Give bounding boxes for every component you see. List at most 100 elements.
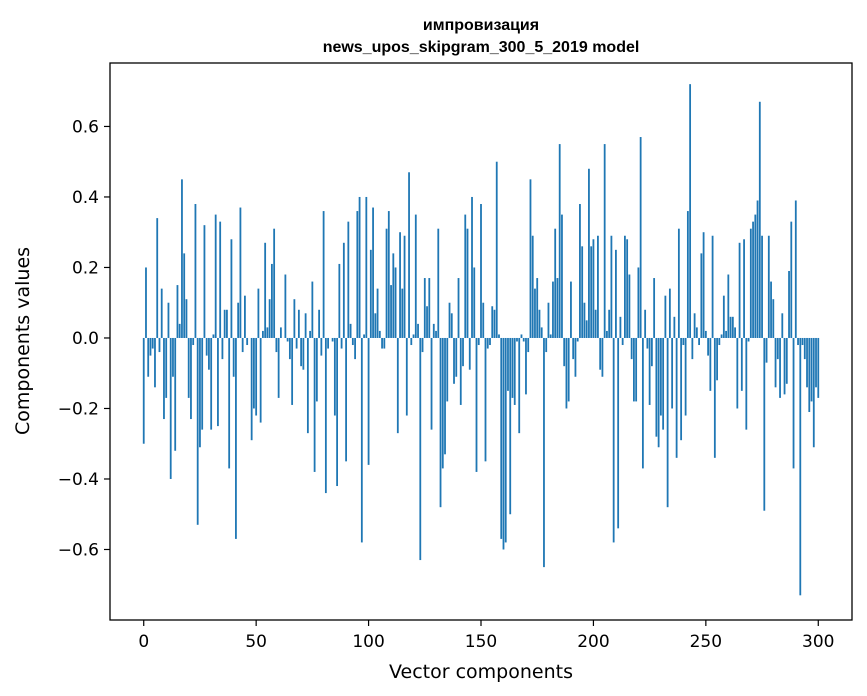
bar — [722, 295, 725, 338]
x-tick-label: 300 — [802, 632, 834, 652]
bar — [659, 337, 662, 416]
bar — [691, 337, 694, 360]
bar — [459, 337, 462, 405]
bar — [273, 228, 276, 338]
bar — [567, 337, 570, 402]
bar — [531, 235, 534, 338]
bar — [579, 204, 581, 338]
bar — [718, 337, 721, 346]
bar — [453, 337, 455, 384]
bar — [785, 337, 788, 384]
bar — [655, 337, 658, 437]
bar — [428, 278, 431, 338]
bar — [677, 228, 680, 338]
bar — [509, 337, 512, 515]
bars-group — [142, 84, 820, 596]
bar — [709, 337, 712, 391]
bar — [576, 337, 579, 342]
bar — [187, 337, 190, 398]
x-tick-label: 50 — [245, 632, 267, 652]
bar — [230, 239, 233, 338]
bar — [203, 225, 206, 338]
bar — [228, 337, 231, 469]
bar — [641, 337, 644, 469]
bar — [749, 228, 752, 338]
bar — [369, 249, 372, 338]
bar — [619, 316, 622, 338]
bar — [527, 337, 530, 353]
bar — [147, 337, 150, 377]
bar — [738, 242, 741, 338]
bar — [255, 337, 258, 416]
bar — [790, 221, 793, 338]
bar — [237, 302, 240, 338]
chart-title: импровизация — [423, 17, 539, 34]
bar — [288, 337, 291, 360]
bar — [145, 267, 147, 338]
bar — [486, 337, 489, 349]
bar — [169, 337, 172, 479]
bar — [547, 302, 550, 338]
bar — [154, 337, 156, 388]
bar — [736, 337, 739, 409]
bar — [226, 309, 228, 338]
bar — [754, 214, 757, 338]
bar — [572, 337, 575, 360]
x-axis-label: Vector components — [389, 661, 573, 683]
bar — [354, 337, 356, 360]
bar — [536, 278, 539, 338]
bar — [783, 337, 786, 395]
bar — [588, 168, 590, 338]
bar — [812, 337, 815, 448]
bar — [324, 337, 327, 494]
bar — [734, 327, 736, 338]
bar — [720, 334, 723, 338]
bar — [758, 101, 761, 338]
bar — [457, 278, 460, 338]
bar — [392, 253, 395, 338]
bar — [489, 337, 491, 346]
bar — [624, 235, 626, 338]
bar — [626, 239, 629, 338]
bar — [639, 137, 642, 338]
bar — [765, 337, 768, 363]
bar — [360, 337, 363, 543]
bar — [291, 337, 294, 405]
bar — [716, 337, 718, 381]
bar — [662, 337, 665, 430]
bar — [421, 337, 424, 353]
bar — [704, 330, 707, 338]
bar — [635, 337, 638, 402]
x-tick-label: 150 — [465, 632, 497, 652]
bar — [376, 288, 379, 338]
bar — [817, 337, 820, 398]
bar — [205, 337, 208, 356]
bar — [403, 235, 406, 338]
bar — [311, 281, 314, 338]
bar — [570, 281, 572, 338]
bar — [444, 337, 446, 455]
bar — [262, 330, 264, 338]
bar — [408, 172, 410, 338]
bar — [599, 337, 602, 370]
bar — [702, 232, 705, 338]
bar — [306, 337, 309, 434]
bar — [356, 211, 359, 338]
bar — [482, 302, 485, 338]
bar — [529, 179, 532, 338]
bar — [725, 330, 727, 338]
bar — [246, 337, 249, 346]
bar — [565, 337, 568, 409]
bar — [689, 84, 692, 338]
bar — [286, 337, 289, 342]
bar — [803, 337, 806, 360]
bar — [192, 337, 195, 346]
bar — [761, 235, 763, 338]
bar — [545, 337, 548, 353]
bar — [597, 235, 599, 338]
bar — [279, 327, 282, 338]
bar — [439, 337, 442, 508]
bar — [752, 221, 754, 338]
bar — [581, 246, 584, 338]
x-tick-label: 200 — [577, 632, 609, 652]
